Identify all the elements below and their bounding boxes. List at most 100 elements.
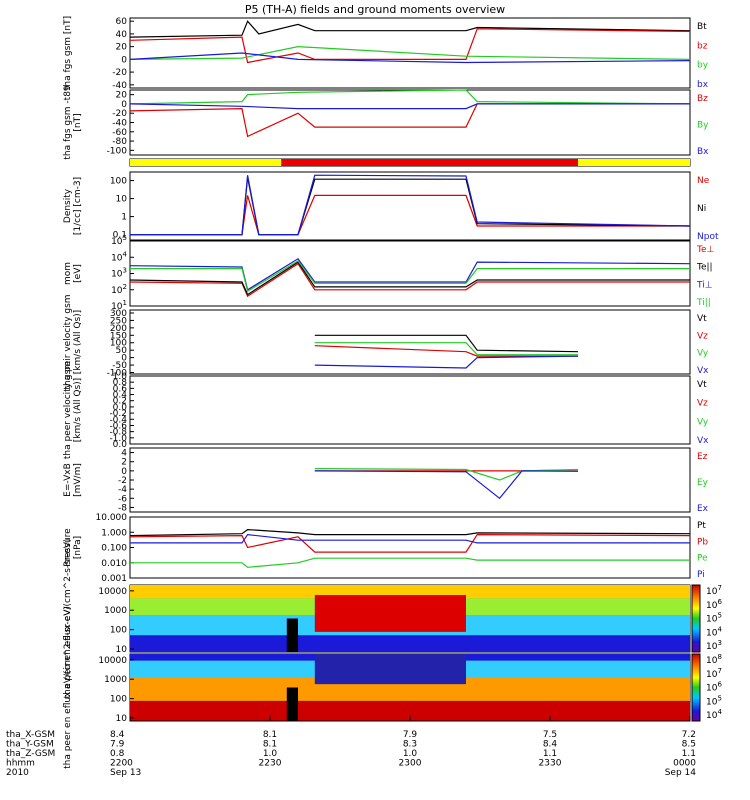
- colorbar-tick-exp: 6: [717, 598, 722, 606]
- panel-ylabel: tha fgs gsm [nT]: [63, 16, 73, 90]
- series-line-pt: [129, 528, 691, 537]
- x-tick-label: 2200: [110, 759, 133, 769]
- y-tick-label: -4: [118, 485, 127, 495]
- series-line-ti: [130, 260, 690, 293]
- y-tick-label: 20: [116, 91, 128, 101]
- y-tick-base: 10: [111, 286, 123, 296]
- y-tick-base: 10: [111, 237, 123, 247]
- yunit-line: [nT]: [73, 113, 83, 131]
- series-line-npot: [130, 174, 691, 236]
- colorbar-tick-label: 107: [706, 584, 722, 597]
- series-line-bt: [129, 20, 691, 38]
- colorbar: [691, 653, 701, 722]
- ylabel-line: tha peir velocity gsm: [63, 294, 73, 389]
- panel-fgs-dip: 200-20-40-60-80-100 tha fgs gsm -t89[nT] B…: [63, 85, 709, 160]
- panel-frame: [129, 89, 691, 156]
- y-tick-label: 1: [121, 213, 127, 223]
- colorbar-tick-base: 10: [706, 656, 718, 666]
- y-tick-base: 10: [111, 302, 123, 312]
- legend-vy: Vy: [697, 349, 709, 359]
- y-tick-label: 10: [116, 645, 128, 655]
- legend-bz: Bz: [697, 94, 708, 104]
- y-tick-exp: 1: [123, 299, 127, 307]
- panel-density: 100 10 1 0.1 Density[1/cc] [cm-3] Ne Ni Npot: [63, 171, 719, 242]
- colorbar-tick-label: 105: [706, 694, 722, 707]
- y-tick-label: 10.000: [96, 513, 128, 523]
- panel-ylabel: tha peer en eflux eV/(cm^2-s-sr-eV): [63, 606, 73, 769]
- y-tick-label: 0: [121, 55, 127, 65]
- panel-frame: [129, 447, 691, 513]
- x-row-label: tha_Z-GSM: [6, 749, 55, 759]
- colorbar-tick-base: 10: [706, 670, 718, 680]
- yunit-line: [km/s (All Qs)]: [73, 310, 83, 374]
- y-tick-label: 4: [121, 449, 127, 459]
- panel-pressure: 10.0001.0000.1000.0100.001Pressure[nPa]P…: [63, 513, 708, 584]
- x-row-label: 2010: [6, 768, 29, 778]
- legend-vz: Vz: [697, 399, 708, 409]
- spectrum-band-2: [130, 677, 690, 701]
- yunit-line: [nPa]: [73, 536, 83, 559]
- legend-ey: Ey: [697, 478, 709, 488]
- panel-ylabel: Pressure[nPa]: [63, 528, 83, 567]
- y-tick-label: 0.2: [113, 397, 127, 407]
- x-row-label: tha_Y-GSM: [6, 740, 54, 750]
- panel-frame: [129, 516, 691, 579]
- y-tick-label: 0.4: [113, 391, 128, 401]
- y-tick-label: 100: [110, 626, 127, 636]
- x-tick-label: 7.9: [403, 730, 418, 740]
- colorbar-tick-label: 103: [706, 639, 722, 652]
- x-tick-label: 7.2: [682, 730, 696, 740]
- panel-ylabel: tha peir velocity gsm[km/s (All Qs)]: [63, 294, 83, 389]
- y-tick-label: 10000: [98, 587, 127, 597]
- colorbar-tick-base: 10: [706, 697, 718, 707]
- series-line-pe: [130, 557, 690, 568]
- region-segment-2: [578, 159, 690, 166]
- legend-vx: Vx: [697, 366, 709, 376]
- series-line-bz: [129, 28, 691, 64]
- series-line-bx: [129, 52, 691, 64]
- legend-ex: Ex: [697, 504, 709, 514]
- panel-fgs: 60 40 20 0 -20 -40 tha fgs gsm [nT] Bt bz by bx: [63, 16, 709, 91]
- legend-by: by: [697, 61, 709, 71]
- x-axis: tha_X-GSM 8.4 8.1 7.9 7.5 7.2 tha_Y-GSM 7.9 8.1 8…: [6, 716, 696, 778]
- series-line-vx: [314, 355, 579, 369]
- x-tick-label: 8.4: [110, 730, 125, 740]
- legend-ne: Ne: [697, 176, 710, 186]
- y-tick-label: -80: [112, 137, 127, 147]
- legend-te: Te||: [696, 263, 713, 273]
- panel-ylabel: tha peir en eflux eV/(cm^2-s-sr-eV): [63, 539, 73, 699]
- spectrum-feature: [314, 595, 466, 632]
- legend-pt: Pt: [697, 521, 706, 531]
- series-line-ex: [314, 470, 579, 500]
- legend-ni: Ni: [697, 204, 706, 214]
- data-gap: [286, 618, 298, 652]
- legend-vt: Vt: [697, 314, 707, 324]
- x-tick-label: 8.1: [263, 730, 277, 740]
- ylabel-line: mom: [63, 262, 73, 285]
- legend-bx: bx: [697, 80, 709, 90]
- panel-frame: [129, 375, 691, 445]
- y-tick-label: -40: [112, 81, 127, 91]
- legend-bx: Bx: [697, 147, 709, 157]
- series-line-vz: [314, 345, 578, 357]
- series-line-bz: [129, 103, 690, 138]
- x-tick-label: Sep 13: [110, 768, 141, 778]
- legend-pe: Pe: [697, 554, 708, 564]
- series-line-bx: [129, 103, 690, 110]
- panel-region-bar: [129, 158, 691, 167]
- series-line-ne: [130, 194, 690, 236]
- x-tick-label: 1.0: [403, 749, 418, 759]
- y-tick-label: 100: [110, 177, 127, 187]
- spectrum-feature: [314, 654, 466, 685]
- spectrum-band-3: [130, 635, 690, 652]
- x-tick-label: 8.5: [682, 740, 696, 750]
- legend-ti: Ti⊥: [696, 280, 713, 290]
- colorbar: [691, 584, 701, 653]
- legend-vx: Vx: [697, 436, 709, 446]
- colorbar-tick-exp: 8: [717, 653, 721, 661]
- y-tick-label: -60: [112, 128, 127, 138]
- legend-ez: Ez: [697, 452, 708, 462]
- y-tick-label: 104: [111, 250, 127, 263]
